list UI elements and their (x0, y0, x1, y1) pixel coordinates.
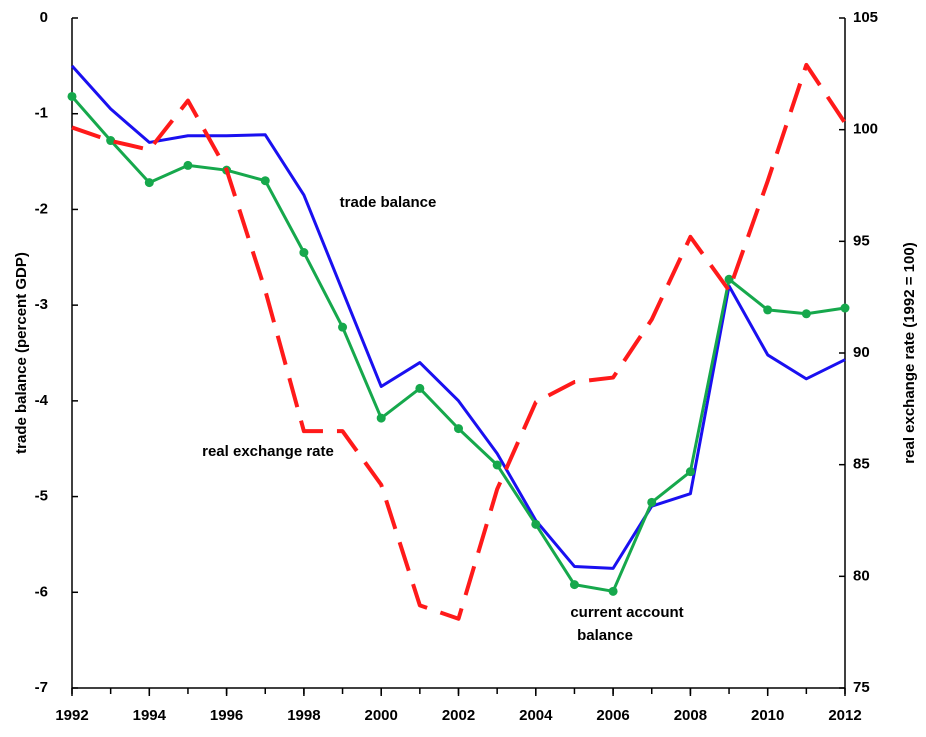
annotation: current account (570, 604, 683, 621)
y2-tick-label: 100 (853, 121, 878, 138)
series-marker (647, 497, 657, 507)
x-tick-label: 2012 (828, 707, 861, 724)
x-tick-label: 1996 (210, 707, 243, 724)
series-marker (260, 176, 270, 186)
y-tick-label: -3 (35, 296, 48, 313)
y2-tick-label: 95 (853, 232, 870, 249)
y-tick-label: -2 (35, 200, 48, 217)
x-tick-label: 1992 (55, 707, 88, 724)
series-marker (454, 424, 463, 434)
series-marker (144, 178, 154, 188)
series-marker (569, 580, 579, 590)
y-tick-label: -1 (35, 105, 48, 122)
series-marker (492, 460, 502, 470)
series-marker (67, 91, 77, 101)
series-marker (608, 586, 618, 596)
series-line (70, 64, 846, 570)
y2-tick-label: 85 (853, 456, 870, 473)
y2-tick-label: 75 (853, 679, 870, 696)
series-marker (299, 248, 309, 257)
series-marker (840, 303, 850, 313)
series-line (70, 95, 846, 593)
series-marker (376, 413, 386, 423)
x-tick-label: 2008 (674, 707, 707, 724)
annotation: balance (577, 627, 633, 644)
series-marker (531, 519, 541, 529)
x-tick-label: 1998 (287, 707, 320, 724)
y-tick-label: -7 (35, 679, 48, 696)
y2-tick-label: 90 (853, 344, 870, 361)
y-tick-label: -6 (35, 583, 48, 600)
y2-tick-label: 105 (853, 9, 878, 26)
x-tick-label: 1994 (133, 707, 167, 724)
annotation: trade balance (340, 194, 437, 211)
x-tick-label: 2000 (365, 707, 398, 724)
series-line (71, 62, 847, 621)
x-tick-label: 2004 (519, 707, 553, 724)
x-tick-label: 2002 (442, 707, 475, 724)
y-axis-label: trade balance (percent GDP) (13, 252, 30, 454)
y-tick-label: 0 (40, 9, 48, 26)
annotation: real exchange rate (202, 443, 334, 460)
series-marker (763, 305, 773, 315)
series-marker (338, 322, 348, 332)
y2-axis-label: real exchange rate (1992 = 100) (901, 242, 918, 463)
y-tick-label: -4 (35, 392, 49, 409)
y-tick-label: -5 (35, 488, 48, 505)
x-tick-label: 2010 (751, 707, 784, 724)
series-marker (415, 383, 425, 393)
series-marker (801, 309, 811, 319)
series-marker (685, 467, 695, 477)
series-marker (183, 160, 193, 170)
y2-tick-label: 80 (853, 567, 870, 584)
series-marker (106, 136, 116, 146)
x-tick-label: 2006 (596, 707, 629, 724)
series-marker (724, 274, 734, 284)
